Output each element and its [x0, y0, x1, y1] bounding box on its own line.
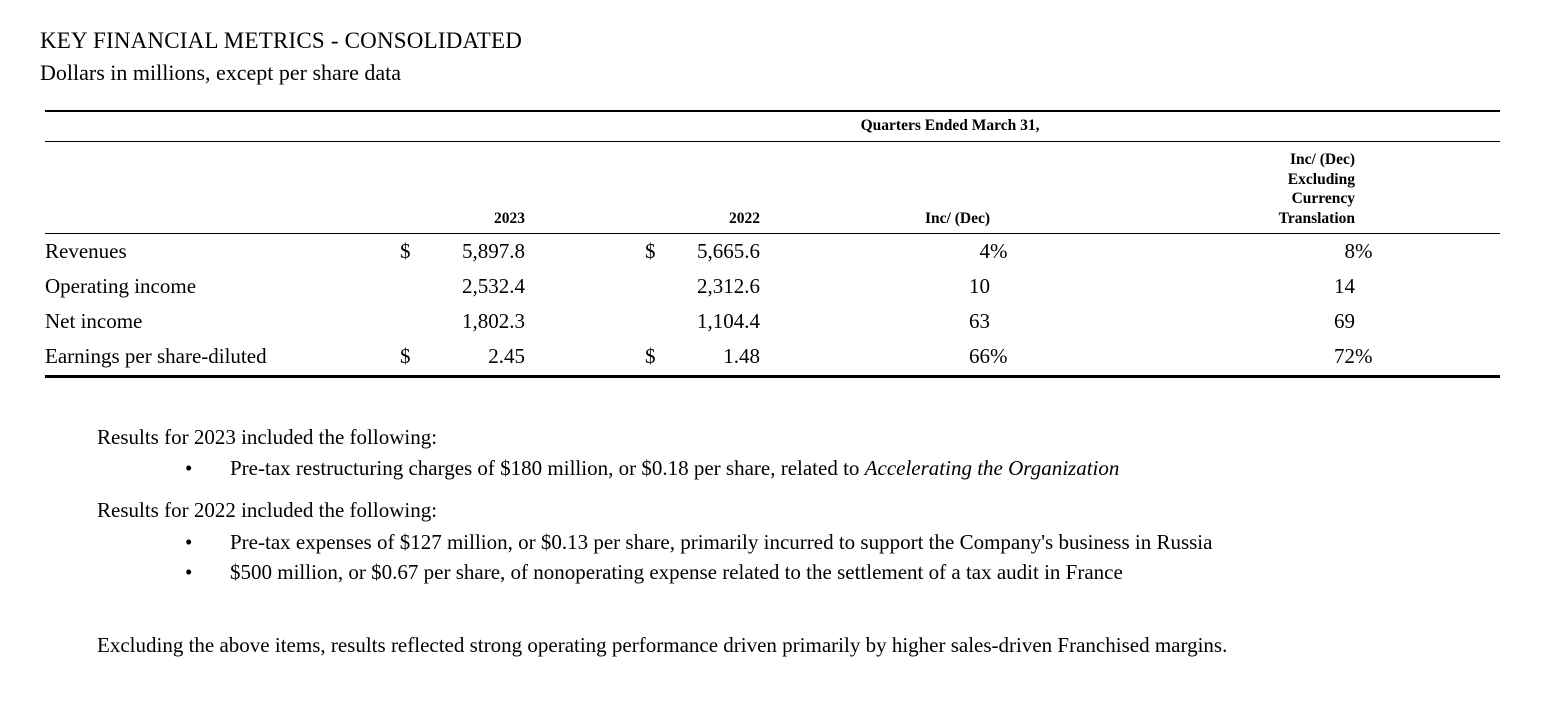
bullet-text: $500 million, or $0.67 per share, of non… [230, 560, 1123, 584]
page-subtitle: Dollars in millions, except per share da… [40, 60, 402, 85]
empty-cell [525, 303, 645, 338]
percent-sign-inc-dec-ex-currency [1355, 303, 1500, 338]
bullet-item-2023-restructuring: • Pre-tax restructuring charges of $180 m… [185, 456, 1119, 481]
percent-sign-inc-dec: % [990, 338, 1035, 378]
empty-cell [1355, 141, 1501, 234]
bullet-icon: • [185, 560, 193, 584]
percent-sign-inc-dec [990, 269, 1035, 304]
table-span-header-row: Quarters Ended March 31, [45, 110, 1501, 143]
column-header-2022: 2022 [645, 141, 760, 234]
bullet-text-italic: Accelerating the Organization [864, 456, 1120, 480]
value-2023: 2,532.4 [462, 274, 525, 299]
closing-paragraph: Excluding the above items, results refle… [97, 633, 1228, 657]
percent-sign-inc-dec-ex-currency [1355, 269, 1500, 304]
value-2022: 2,312.6 [697, 274, 760, 299]
dollar-sign-2023 [400, 303, 435, 338]
bullet-icon: • [185, 456, 193, 480]
dollar-sign-2022: $ [645, 239, 656, 264]
row-label: Earnings per share-diluted [45, 338, 400, 378]
value-inc-dec-ex-currency: 72 [1035, 338, 1355, 378]
empty-cell [990, 141, 1035, 234]
table-row-operating-income: Operating income 2,532.4 2,312.6 10 14 [45, 269, 1500, 304]
dollar-sign-2022 [645, 269, 680, 304]
value-2023: 5,897.8 [462, 239, 525, 264]
bullet-item-2022-tax-audit: • $500 million, or $0.67 per share, of no… [185, 560, 1123, 585]
dollar-sign-2023: $ [400, 239, 411, 264]
dollar-sign-2022: $ [645, 338, 680, 378]
dollar-sign-2022 [645, 303, 680, 338]
value-2023: 2.45 [435, 338, 525, 378]
dollar-sign-2023 [400, 269, 435, 304]
value-inc-dec: 10 [969, 274, 990, 299]
percent-sign-inc-dec-ex-currency: % [1355, 338, 1501, 378]
empty-cell [45, 110, 400, 143]
row-label: Net income [45, 308, 143, 333]
value-inc-dec-ex-currency: 14 [1334, 274, 1355, 299]
empty-cell [45, 141, 400, 234]
table-row-eps-diluted: Earnings per share-diluted $ 2.45 $ 1.48… [45, 338, 1501, 378]
table-row-revenues: Revenues $ 5,897.8 $ 5,665.6 4 % 8 % [45, 233, 1500, 268]
value-inc-dec: 4 [979, 239, 991, 264]
value-inc-dec: 63 [969, 308, 990, 333]
value-inc-dec-ex-currency: 8 [1344, 239, 1356, 264]
empty-cell [525, 141, 645, 234]
percent-sign-inc-dec: % [990, 239, 1008, 264]
results-2022-heading: Results for 2022 included the following: [97, 498, 438, 522]
bullet-icon: • [185, 530, 193, 554]
table-row-net-income: Net income 1,802.3 1,104.4 63 69 [45, 303, 1500, 338]
row-label: Operating income [45, 274, 197, 299]
value-2022: 1,104.4 [697, 308, 760, 333]
empty-cell [525, 338, 645, 378]
empty-cell [525, 233, 645, 268]
key-financial-metrics-table: Quarters Ended March 31, 2023 2022 Inc/ … [45, 110, 1501, 378]
empty-cell [525, 269, 645, 304]
value-inc-dec-ex-currency: 69 [1334, 308, 1355, 333]
results-2023-heading: Results for 2023 included the following: [97, 425, 438, 449]
value-2022: 1.48 [680, 338, 760, 378]
bullet-text: Pre-tax restructuring charges of $180 mi… [230, 456, 865, 480]
bullet-item-2022-russia: • Pre-tax expenses of $127 million, or $0… [185, 530, 1212, 555]
column-header-2023: 2023 [400, 141, 525, 234]
column-header-inc-dec-ex-currency: Inc/ (Dec) Excluding Currency Translatio… [1035, 141, 1355, 234]
value-inc-dec: 66 [760, 338, 990, 378]
bullet-text: Pre-tax expenses of $127 million, or $0.… [230, 530, 1213, 554]
value-2023: 1,802.3 [462, 308, 525, 333]
quarters-ended-header: Quarters Ended March 31, [400, 110, 1501, 143]
dollar-sign-2023: $ [400, 338, 435, 378]
column-header-inc-dec: Inc/ (Dec) [760, 141, 990, 234]
table-column-header-row: 2023 2022 Inc/ (Dec) Inc/ (Dec) Excludin… [45, 141, 1501, 234]
row-label: Revenues [45, 239, 127, 264]
percent-sign-inc-dec [990, 303, 1035, 338]
percent-sign-inc-dec-ex-currency: % [1355, 239, 1373, 264]
value-2022: 5,665.6 [697, 239, 760, 264]
page-title: KEY FINANCIAL METRICS - CONSOLIDATED [40, 28, 523, 53]
